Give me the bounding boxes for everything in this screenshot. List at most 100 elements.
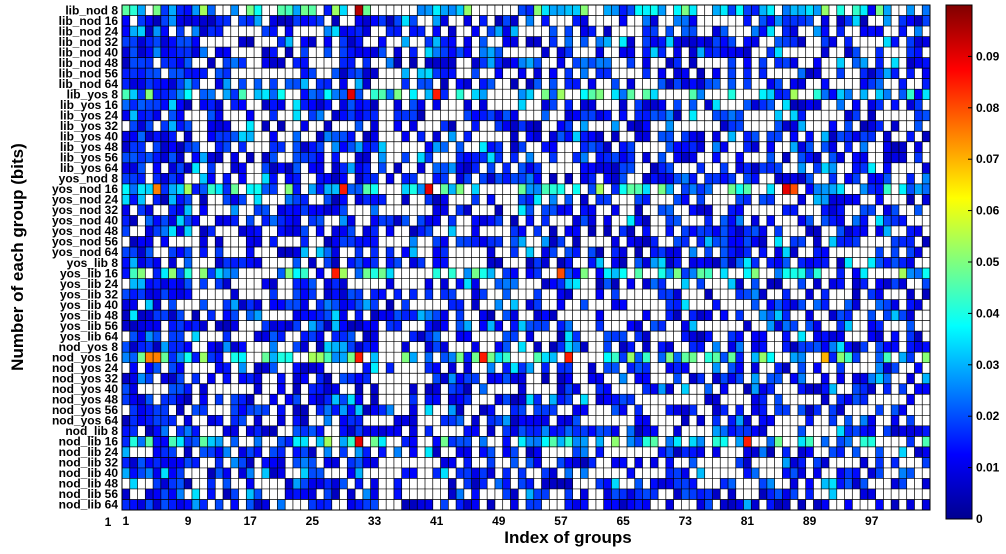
heatmap-cell <box>168 78 177 90</box>
heatmap-cell <box>285 194 293 205</box>
heatmap-cell <box>487 162 495 174</box>
heatmap-cell <box>510 268 519 279</box>
heatmap-cell <box>533 162 542 174</box>
heatmap-cell <box>852 162 861 174</box>
heatmap-cell <box>215 26 223 37</box>
heatmap-cell <box>432 173 441 184</box>
heatmap-cell <box>432 310 441 321</box>
heatmap-cell <box>168 446 177 458</box>
heatmap-cell <box>316 499 324 510</box>
heatmap-cell <box>564 373 573 384</box>
heatmap-cell <box>347 99 356 111</box>
heatmap-cell <box>184 194 192 205</box>
heatmap-cell <box>487 467 495 479</box>
heatmap-cell <box>844 36 853 48</box>
heatmap-cell <box>440 68 449 79</box>
heatmap-cell <box>324 173 332 184</box>
heatmap-cell <box>774 362 783 374</box>
heatmap-cell <box>409 236 418 247</box>
heatmap-cell <box>557 373 565 384</box>
heatmap-cell <box>751 173 760 184</box>
heatmap-cell <box>448 488 457 500</box>
heatmap-cell <box>261 99 270 111</box>
heatmap-cell <box>774 57 783 69</box>
heatmap-cell <box>914 36 923 48</box>
heatmap-cell <box>906 246 915 258</box>
heatmap-cell <box>518 320 526 332</box>
heatmap-cell <box>533 131 542 142</box>
heatmap-cell <box>751 373 760 384</box>
heatmap-cell <box>417 68 425 79</box>
heatmap-cell <box>176 110 185 121</box>
heatmap-cell <box>494 68 503 79</box>
heatmap-cell <box>339 183 348 195</box>
heatmap-cell <box>867 131 876 142</box>
heatmap-cell <box>316 341 324 353</box>
heatmap-cell <box>836 331 845 342</box>
heatmap-cell <box>191 310 200 321</box>
heatmap-cell <box>199 204 208 216</box>
heatmap-cell <box>704 99 713 111</box>
heatmap-cell <box>549 141 558 153</box>
heatmap-cell <box>595 194 604 205</box>
heatmap-cell <box>557 331 565 342</box>
heatmap-cell <box>316 310 324 321</box>
heatmap-cell <box>743 36 752 48</box>
heatmap-cell <box>176 404 185 416</box>
heatmap-cell <box>829 383 837 395</box>
heatmap-cell <box>875 362 884 374</box>
heatmap-cell <box>603 5 612 16</box>
heatmap-cell <box>409 310 418 321</box>
heatmap-cell <box>137 257 146 269</box>
heatmap-cell <box>906 57 915 69</box>
heatmap-cell <box>184 162 192 174</box>
heatmap-cell <box>129 268 138 279</box>
heatmap-cell <box>331 15 340 27</box>
heatmap-cell <box>611 478 620 489</box>
heatmap-cell <box>292 425 301 437</box>
heatmap-cell <box>362 141 371 153</box>
heatmap-cell <box>471 120 480 132</box>
heatmap-cell <box>681 478 690 489</box>
heatmap-cell <box>844 173 853 184</box>
heatmap-cell <box>759 331 767 342</box>
heatmap-cell <box>122 246 130 258</box>
heatmap-cell <box>254 5 262 16</box>
heatmap-cell <box>673 15 682 27</box>
heatmap-cell <box>720 425 728 437</box>
heatmap-cell <box>145 246 154 258</box>
heatmap-cell <box>122 152 130 163</box>
heatmap-cell <box>852 467 861 479</box>
heatmap-cell <box>658 204 666 216</box>
heatmap-cell <box>735 162 744 174</box>
heatmap-cell <box>704 488 713 500</box>
heatmap-cell <box>728 415 736 426</box>
heatmap-cell <box>759 99 767 111</box>
heatmap-cell <box>526 246 534 258</box>
heatmap-cell <box>168 257 177 269</box>
heatmap-cell <box>122 457 130 468</box>
heatmap-cell <box>184 436 192 447</box>
heatmap-cell <box>665 204 674 216</box>
heatmap-cell <box>836 278 845 290</box>
heatmap-cell <box>728 278 736 290</box>
heatmap-cell <box>766 141 775 153</box>
heatmap-cell <box>355 499 363 510</box>
heatmap-cell <box>355 289 363 300</box>
heatmap-cell <box>463 320 472 332</box>
heatmap-cell <box>704 236 713 247</box>
heatmap-cell <box>813 5 822 16</box>
heatmap-cell <box>518 194 526 205</box>
heatmap-cell <box>129 5 138 16</box>
y-tick-label: nod_yos 40 <box>52 382 118 396</box>
heatmap-cell <box>891 120 899 132</box>
heatmap-cell <box>456 183 464 195</box>
heatmap-cell <box>370 320 379 332</box>
heatmap-cell <box>269 26 278 37</box>
heatmap-cell <box>292 268 301 279</box>
heatmap-cell <box>673 310 682 321</box>
heatmap-cell <box>285 173 293 184</box>
heatmap-cell <box>541 99 550 111</box>
heatmap-cell <box>518 5 526 16</box>
heatmap-cell <box>580 194 589 205</box>
